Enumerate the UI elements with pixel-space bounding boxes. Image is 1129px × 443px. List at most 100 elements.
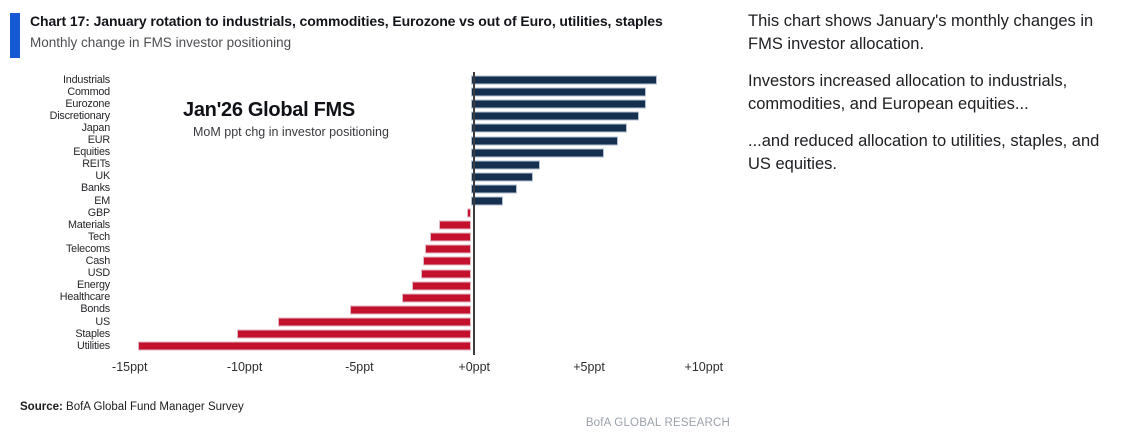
category-label: Telecoms xyxy=(65,242,110,255)
chart-row: EUR xyxy=(15,134,737,146)
category-label: USD xyxy=(87,267,110,280)
bar-track xyxy=(113,243,733,255)
chart-row: Equities xyxy=(15,147,737,159)
category-label: Commod xyxy=(67,85,110,98)
bar-eur xyxy=(471,136,619,146)
x-tick-label: -5ppt xyxy=(345,360,374,375)
bar-track xyxy=(113,147,733,159)
annotation-title: Jan'26 Global FMS xyxy=(183,99,355,121)
bar-us xyxy=(278,317,472,327)
chart-row: Tech xyxy=(15,231,737,243)
chart-row: GBP xyxy=(15,207,737,219)
bar-track xyxy=(113,280,733,292)
bar-track xyxy=(113,207,733,219)
commentary-paragraph-1: This chart shows January's monthly chang… xyxy=(748,12,1094,54)
category-label: Materials xyxy=(68,218,110,231)
chart-row: Materials xyxy=(15,219,737,231)
chart-row: Commod xyxy=(15,86,737,98)
category-label: EM xyxy=(94,194,110,207)
bar-track xyxy=(113,268,733,280)
chart-row: Staples xyxy=(15,328,737,340)
bar-materials xyxy=(439,220,472,230)
commentary-paragraph-2: Investors increased allocation to indust… xyxy=(748,71,1068,114)
bar-eurozone xyxy=(471,99,646,109)
bar-healthcare xyxy=(402,293,472,303)
bar-track xyxy=(113,122,733,134)
category-label: GBP xyxy=(87,206,110,219)
chart-row: US xyxy=(15,316,737,328)
bar-cash xyxy=(423,256,472,266)
bar-utilities xyxy=(138,341,472,351)
bar-track xyxy=(113,255,733,267)
chart-row: Banks xyxy=(15,183,737,195)
chart-row: USD xyxy=(15,268,737,280)
annotation-subtitle: MoM ppt chg in investor positioning xyxy=(193,125,389,139)
source-label: Source: xyxy=(20,401,63,413)
category-label: Eurozone xyxy=(65,97,110,110)
bar-staples xyxy=(237,329,472,339)
bar-track xyxy=(113,183,733,195)
bar-track xyxy=(113,219,733,231)
category-label: US xyxy=(95,315,110,328)
bar-energy xyxy=(411,281,472,291)
brand-footer: BofA GLOBAL RESEARCH xyxy=(585,417,730,429)
bar-tech xyxy=(429,232,472,242)
category-label: UK xyxy=(95,170,110,183)
chart-title: Chart 17: January rotation to industrial… xyxy=(30,13,663,29)
bar-gbp xyxy=(466,208,472,218)
chart-row: EM xyxy=(15,195,737,207)
bar-track xyxy=(113,98,733,110)
chart-annotation: Jan'26 Global FMS MoM ppt chg in investo… xyxy=(183,99,389,139)
chart-subtitle: Monthly change in FMS investor positioni… xyxy=(30,35,292,50)
category-label: REITs xyxy=(82,158,110,171)
chart-row: Telecoms xyxy=(15,243,737,255)
x-tick-label: +0ppt xyxy=(458,360,491,375)
bar-telecoms xyxy=(425,244,472,254)
bar-track xyxy=(113,74,733,86)
source-text: BofA Global Fund Manager Survey xyxy=(62,401,244,413)
category-label: Tech xyxy=(87,230,110,243)
bar-track xyxy=(113,340,733,352)
x-tick-label: -10ppt xyxy=(226,360,263,375)
bar-track xyxy=(113,159,733,171)
bar-track xyxy=(113,134,733,146)
chart-row: Japan xyxy=(15,122,737,134)
bar-japan xyxy=(471,123,628,133)
commentary-paragraph-3: ...and reduced allocation to utilities, … xyxy=(748,131,1100,174)
category-label: Bonds xyxy=(80,303,110,316)
bar-usd xyxy=(420,269,472,279)
bar-uk xyxy=(471,172,534,182)
bar-commod xyxy=(471,87,646,97)
x-tick-label: -15ppt xyxy=(112,360,148,375)
category-label: Japan xyxy=(81,122,111,135)
bar-chart: Industrials Commod Eurozone Discretionary Ja… xyxy=(15,72,737,378)
bar-track xyxy=(113,195,733,207)
title-accent-bar xyxy=(10,13,20,58)
category-label: Industrials xyxy=(62,73,110,86)
chart-row: UK xyxy=(15,171,737,183)
bar-equities xyxy=(471,148,605,158)
chart-row: Industrials xyxy=(15,74,737,86)
bar-track xyxy=(113,86,733,98)
chart-row: Bonds xyxy=(15,304,737,316)
x-tick-label: +5ppt xyxy=(573,360,605,375)
category-label: Discretionary xyxy=(49,109,111,122)
chart-row: Discretionary xyxy=(15,110,737,122)
chart-row: Utilities xyxy=(15,340,737,352)
category-label: Healthcare xyxy=(59,291,110,304)
chart-row: Healthcare xyxy=(15,292,737,304)
bar-reits xyxy=(471,160,541,170)
category-label: Energy xyxy=(76,279,110,292)
bar-em xyxy=(471,196,504,206)
chart-rows: Industrials Commod Eurozone Discretionary Ja… xyxy=(15,74,737,352)
bar-bonds xyxy=(349,305,472,315)
x-axis-ticks: -15ppt -10ppt -5ppt +0ppt +5ppt +10ppt xyxy=(112,360,736,378)
bar-track xyxy=(113,328,733,340)
bar-discretionary xyxy=(471,111,639,121)
chart-row: REITs xyxy=(15,159,737,171)
category-label: Utilities xyxy=(77,339,110,352)
bar-banks xyxy=(471,184,518,194)
source-line: Source: BofA Global Fund Manager Survey xyxy=(20,401,244,413)
bar-track xyxy=(113,316,733,328)
x-tick-label: +10ppt xyxy=(684,360,724,375)
